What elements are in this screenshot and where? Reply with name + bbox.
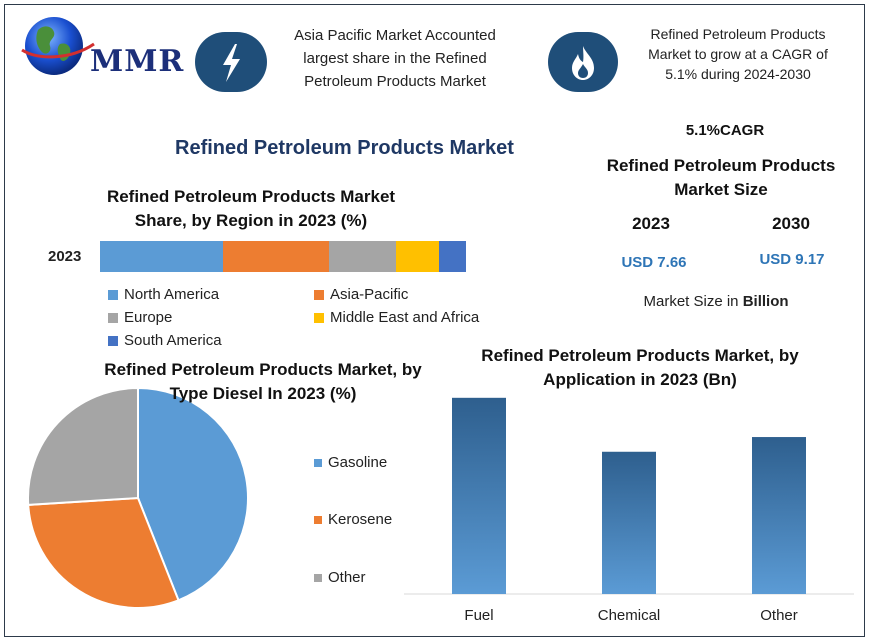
bar-chemical	[602, 451, 656, 594]
legend-label: Asia-Pacific	[330, 286, 409, 303]
region-bar-year: 2023	[48, 248, 82, 265]
type-pie-chart	[27, 386, 249, 609]
pie-slice-gasoline	[137, 386, 249, 602]
legend-label: Gasoline	[328, 454, 388, 471]
region-segment-asia-pacific	[222, 241, 329, 272]
legend-asia-pacific: Asia-Pacific	[314, 286, 408, 303]
year-2030-label: 2030	[772, 214, 810, 233]
market-size-unit: Market Size in Billion	[616, 293, 816, 310]
legend-south-america: South America	[108, 332, 222, 349]
region-segment-europe	[328, 241, 397, 272]
logo: MMR	[18, 14, 188, 84]
application-bar-chart: Fuel Chemical Other	[404, 397, 854, 624]
flame-badge	[548, 32, 618, 92]
swatch-other	[314, 573, 322, 582]
logo-text: MMR	[90, 44, 185, 79]
lightning-badge	[195, 32, 267, 92]
lightning-icon	[223, 44, 240, 82]
legend-north-america: North America	[108, 286, 219, 303]
legend-label: North America	[124, 286, 220, 303]
legend-label: South America	[124, 332, 222, 349]
value-2030: USD 9.17	[759, 251, 825, 268]
x-tick-label-chemical: Chemical	[598, 607, 661, 624]
unit-bold: Billion	[742, 293, 789, 310]
flame-icon	[572, 46, 594, 80]
legend-kerosene: Kerosene	[314, 511, 392, 528]
market-size-title: Refined Petroleum Products Market Size	[606, 156, 836, 199]
pie-slice-other	[27, 386, 139, 506]
pie-chart-title: Refined Petroleum Products Market, by Ty…	[104, 360, 422, 403]
legend-label: Middle East and Africa	[330, 309, 480, 326]
pie-legend: Gasoline Kerosene Other	[314, 454, 414, 594]
region-segment-north-america	[100, 241, 223, 272]
x-tick-label-fuel: Fuel	[464, 607, 493, 624]
swatch-asia-pacific	[314, 289, 324, 300]
legend-label: Other	[328, 569, 366, 586]
globe-icon	[21, 17, 95, 75]
legend-label: Europe	[124, 309, 173, 326]
legend-middle-east-africa: Middle East and Africa	[314, 309, 479, 326]
pie-slice-kerosene	[27, 496, 180, 609]
callout-right: Refined Petroleum Products Market to gro…	[648, 26, 828, 82]
x-tick-label-other: Other	[760, 607, 798, 624]
bar-other	[752, 437, 806, 594]
main-title: Refined Petroleum Products Market	[175, 137, 514, 159]
swatch-europe	[108, 312, 118, 323]
legend-europe: Europe	[108, 309, 172, 326]
region-segment-south-america	[438, 241, 466, 272]
region-segment-middle-east-and-africa	[396, 241, 439, 272]
application-chart-title: Refined Petroleum Products Market, by Ap…	[481, 346, 799, 389]
cagr-label: 5.1%CAGR	[685, 122, 765, 139]
region-stacked-bar	[100, 241, 466, 272]
value-2023: USD 7.66	[621, 254, 687, 271]
year-2023-label: 2023	[632, 214, 670, 233]
unit-prefix: Market Size in	[643, 293, 743, 310]
legend-label: Kerosene	[328, 511, 393, 528]
legend-gasoline: Gasoline	[314, 454, 387, 471]
bar-fuel	[452, 397, 506, 594]
swatch-south-america	[108, 335, 118, 346]
swatch-north-america	[108, 289, 118, 300]
swatch-middle-east-africa	[314, 312, 324, 323]
legend-other: Other	[314, 569, 366, 586]
swatch-kerosene	[314, 515, 322, 524]
infographic-frame	[4, 4, 865, 637]
region-legend: North America Asia-Pacific Europe Middle…	[108, 286, 528, 356]
callout-left: Asia Pacific Market Accounted largest sh…	[294, 27, 496, 90]
region-chart-title: Refined Petroleum Products Market Share,…	[106, 187, 396, 230]
swatch-gasoline	[314, 458, 322, 467]
